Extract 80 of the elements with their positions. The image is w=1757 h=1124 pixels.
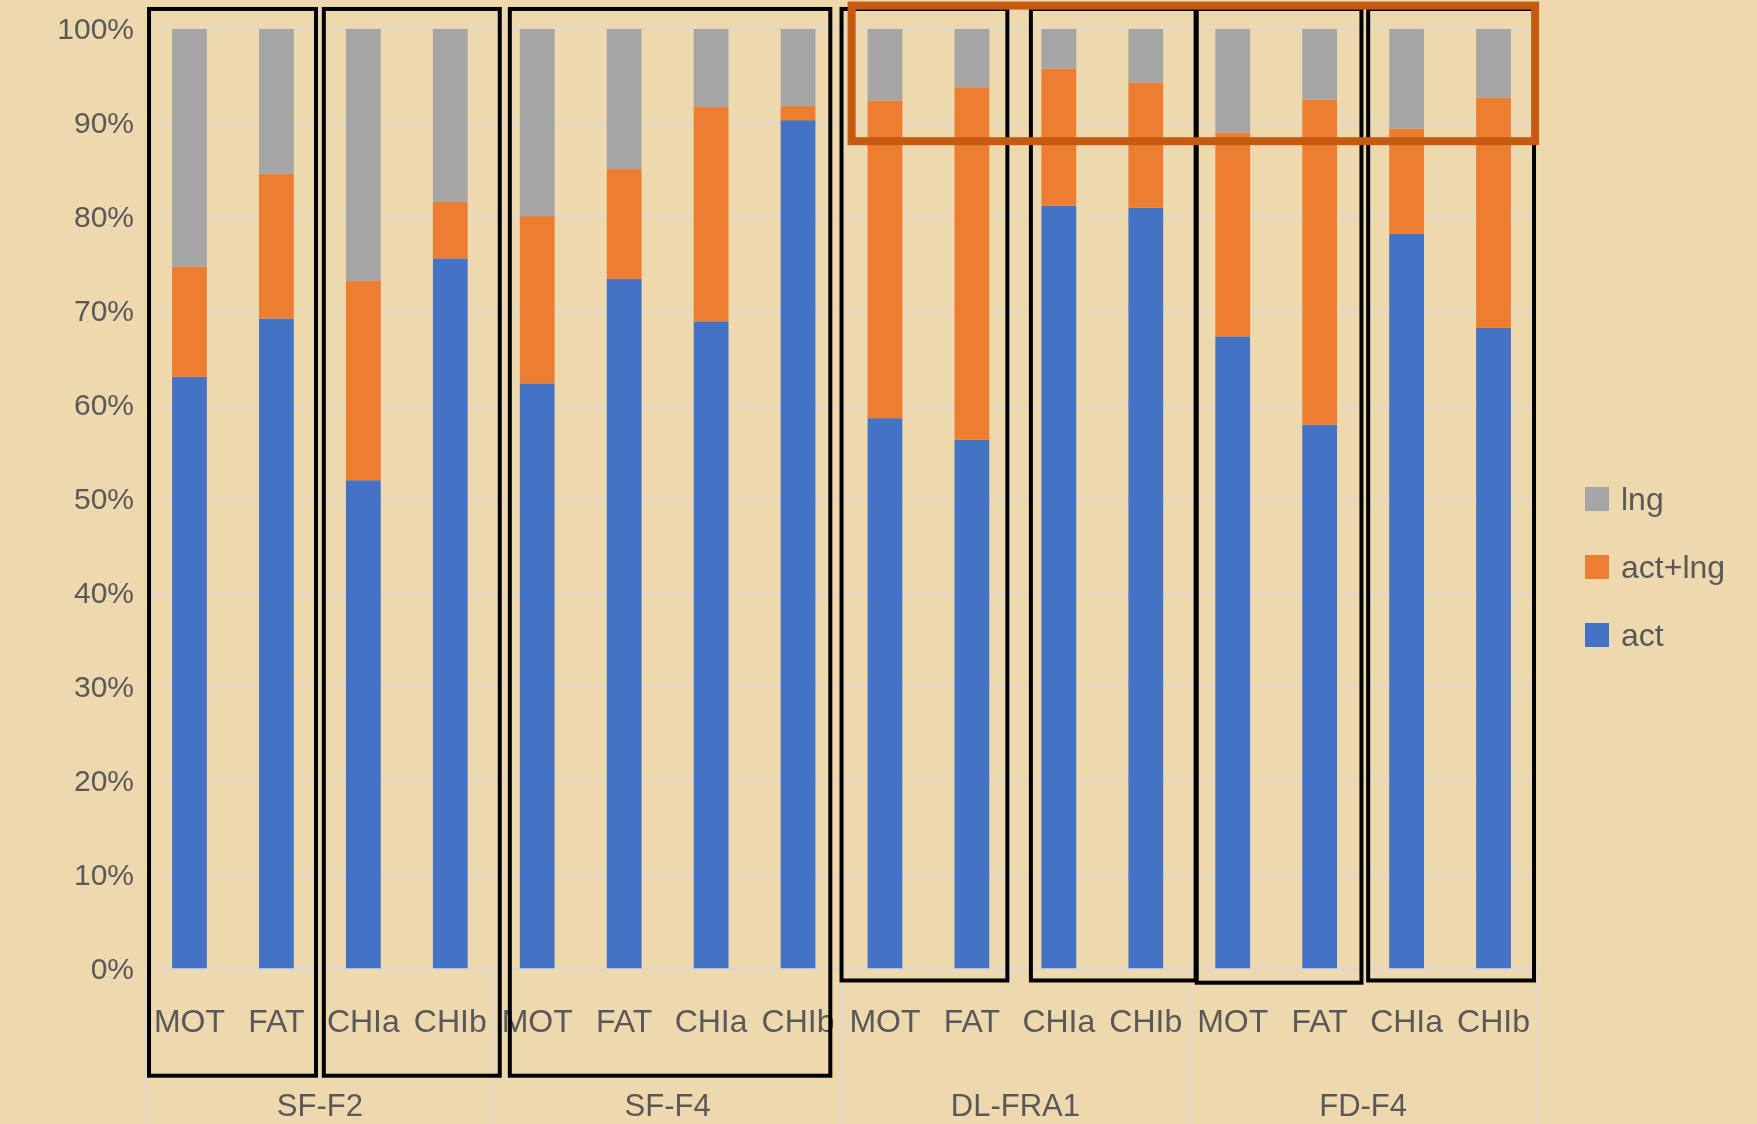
bar <box>693 29 729 108</box>
x-tick-label: CHIb <box>1109 1002 1183 1039</box>
bar <box>1302 29 1338 100</box>
bar <box>345 29 381 281</box>
text: DL-FRA1 <box>950 1088 1080 1123</box>
y-tick-label: 50% <box>73 482 134 516</box>
legend-label: act <box>1621 617 1664 653</box>
bar <box>1389 128 1424 234</box>
y-tick-label: 40% <box>73 576 134 610</box>
y-tick-label: 60% <box>73 388 134 422</box>
bar <box>1041 29 1077 69</box>
bar <box>867 100 903 419</box>
bar <box>1302 424 1338 969</box>
bar <box>1215 336 1251 969</box>
y-tick-label: 80% <box>73 200 134 234</box>
x-tick-label: FAT <box>1291 1002 1348 1039</box>
text: FD-F4 <box>1319 1088 1408 1123</box>
legend-label: lng <box>1621 481 1664 517</box>
y-tick-label: 90% <box>73 106 134 140</box>
x-tick-label: MOT <box>1197 1002 1269 1039</box>
bar <box>1215 132 1251 337</box>
bar <box>606 169 642 280</box>
bar <box>432 29 468 202</box>
y-tick-label: 30% <box>73 670 134 704</box>
y-tick-label: 20% <box>73 764 134 798</box>
bar <box>172 376 207 969</box>
y-tick-label: 0% <box>90 952 134 986</box>
x-tick-label: CHIa <box>1022 1002 1096 1039</box>
bar <box>693 321 729 969</box>
bar <box>1128 29 1164 83</box>
bar <box>1041 68 1077 206</box>
text: SF-F2 <box>276 1088 363 1123</box>
x-tick-label: CHIb <box>413 1002 487 1039</box>
legend-label: act+lng <box>1621 549 1726 585</box>
y-tick-label: 10% <box>73 858 134 892</box>
bar <box>172 266 207 377</box>
bar <box>693 107 729 322</box>
bar <box>259 29 294 174</box>
x-tick-label: FAT <box>596 1002 653 1039</box>
bar <box>867 29 903 101</box>
bar <box>780 29 816 107</box>
bar <box>606 279 642 969</box>
bar <box>432 201 468 259</box>
bar <box>1041 205 1077 969</box>
x-tick-label: CHIa <box>674 1002 748 1039</box>
x-tick-label: CHIa <box>1370 1002 1444 1039</box>
bar <box>954 87 990 440</box>
bar <box>780 120 816 969</box>
bar <box>519 383 555 969</box>
x-tick-label: FAT <box>943 1002 1001 1039</box>
bar <box>954 439 990 969</box>
y-tick-label: 70% <box>73 294 134 328</box>
bar <box>259 318 294 969</box>
x-tick-label: MOT <box>849 1002 921 1039</box>
bar <box>519 29 555 217</box>
bar <box>606 29 642 170</box>
bar <box>1389 233 1424 969</box>
x-tick-label: FAT <box>248 1002 305 1039</box>
bar <box>1476 29 1511 98</box>
bar <box>1128 82 1164 208</box>
bar <box>780 106 816 121</box>
x-tick-label: CHIb <box>1457 1002 1530 1039</box>
bar <box>1476 97 1511 328</box>
bar <box>259 173 294 319</box>
bar <box>1476 327 1511 969</box>
bar <box>1389 29 1424 129</box>
bar <box>1128 207 1164 969</box>
bar <box>345 280 381 481</box>
bar <box>1215 29 1251 133</box>
x-tick-label: CHIa <box>326 1002 400 1039</box>
bar <box>345 480 381 969</box>
bar <box>519 216 555 384</box>
text: SF-F4 <box>624 1088 711 1123</box>
bar <box>432 258 468 969</box>
bar <box>954 29 990 88</box>
bar <box>1302 99 1338 425</box>
bar <box>172 29 207 267</box>
x-tick-label: MOT <box>153 1002 226 1039</box>
bar <box>867 418 903 969</box>
y-tick-label: 100% <box>57 12 134 46</box>
